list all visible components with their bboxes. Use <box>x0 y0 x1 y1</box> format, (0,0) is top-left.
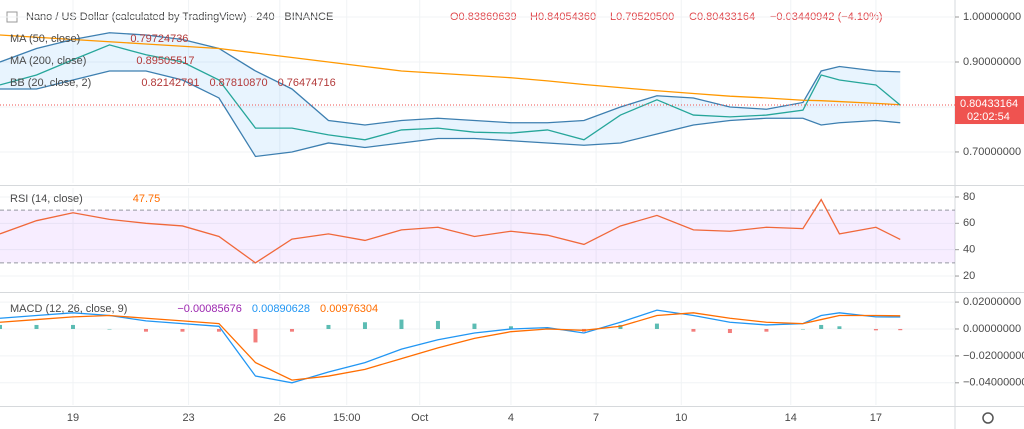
y-tick-label: −0.02000000 <box>963 350 1024 362</box>
histogram-bar <box>800 328 805 330</box>
histogram-bar <box>819 324 824 329</box>
histogram-bar <box>618 324 623 329</box>
x-tick-label: 7 <box>593 412 599 424</box>
histogram-bar <box>691 328 696 332</box>
legend-value: 47.75 <box>133 193 161 205</box>
x-tick-label: 17 <box>870 412 882 424</box>
histogram-bar <box>0 324 2 329</box>
histogram-bar <box>873 328 878 331</box>
histogram-bar <box>399 319 404 329</box>
x-tick-label: Oct <box>411 412 428 424</box>
legend-value: 0.00890628 <box>252 303 310 315</box>
series-line <box>0 44 901 141</box>
legend-value: −0.00085676 <box>177 303 242 315</box>
histogram-bar <box>654 323 659 329</box>
histogram-bar <box>472 323 477 329</box>
histogram-bar <box>435 320 440 329</box>
histogram-bar <box>508 326 513 329</box>
series-line <box>0 32 901 126</box>
y-tick-label: 20 <box>963 270 975 282</box>
histogram-bar <box>326 324 331 329</box>
histogram-bar <box>545 327 550 329</box>
legend-label: MA (200, close) <box>10 55 86 67</box>
histogram-bar <box>837 326 842 329</box>
series-line <box>0 198 901 264</box>
legend-label: MA (50, close) <box>10 33 80 45</box>
legend-value: 0.87810870 <box>209 77 267 89</box>
histogram-bar <box>107 328 112 330</box>
x-tick-label: 15:00 <box>333 412 361 424</box>
histogram-bar <box>727 328 732 334</box>
legend-label: MACD (12, 26, close, 9) <box>10 303 127 315</box>
histogram-bar <box>764 328 769 332</box>
x-tick-label: 10 <box>675 412 687 424</box>
legend-value: 0.76474716 <box>278 77 336 89</box>
countdown: 02:02:54 <box>967 111 1010 123</box>
x-tick-label: 26 <box>274 412 286 424</box>
histogram-bar <box>289 328 294 332</box>
histogram-bar <box>362 322 367 329</box>
legend-value: 0.00976304 <box>320 303 378 315</box>
last-price-label: 0.80433164 <box>960 98 1018 110</box>
series-line <box>0 312 901 381</box>
histogram-bar <box>143 328 148 332</box>
histogram-bar <box>70 324 75 329</box>
series-line <box>0 309 901 384</box>
y-tick-label: 0.90000000 <box>963 56 1021 68</box>
legend-value: 0.79724736 <box>130 33 188 45</box>
histogram-bar <box>34 324 39 329</box>
legend-label: BB (20, close, 2) <box>10 77 91 89</box>
last-price-box <box>955 96 1024 125</box>
y-tick-label: 40 <box>963 244 975 256</box>
histogram-bar <box>898 328 903 331</box>
x-tick-label: 4 <box>508 412 514 424</box>
y-tick-label: 80 <box>963 191 975 203</box>
histogram-bar <box>216 328 221 332</box>
histogram-bar <box>180 328 185 332</box>
y-tick-label: 0.00000000 <box>963 323 1021 335</box>
y-tick-label: 0.02000000 <box>963 296 1021 308</box>
y-tick-label: 0.70000000 <box>963 146 1021 158</box>
x-tick-label: 23 <box>182 412 194 424</box>
series-line <box>0 34 901 106</box>
y-tick-label: −0.04000000 <box>963 377 1024 389</box>
bollinger-fill <box>0 32 901 157</box>
legend-label: RSI (14, close) <box>10 193 83 205</box>
x-tick-label: 19 <box>67 412 79 424</box>
legend-value: 0.82142791 <box>141 77 199 89</box>
settings-icon[interactable] <box>982 412 994 424</box>
legend-value: 0.89505517 <box>136 55 194 67</box>
series-line <box>0 70 901 158</box>
y-tick-label: 1.00000000 <box>963 11 1021 23</box>
y-tick-label: 60 <box>963 217 975 229</box>
x-tick-label: 14 <box>785 412 797 424</box>
histogram-bar <box>253 328 258 343</box>
